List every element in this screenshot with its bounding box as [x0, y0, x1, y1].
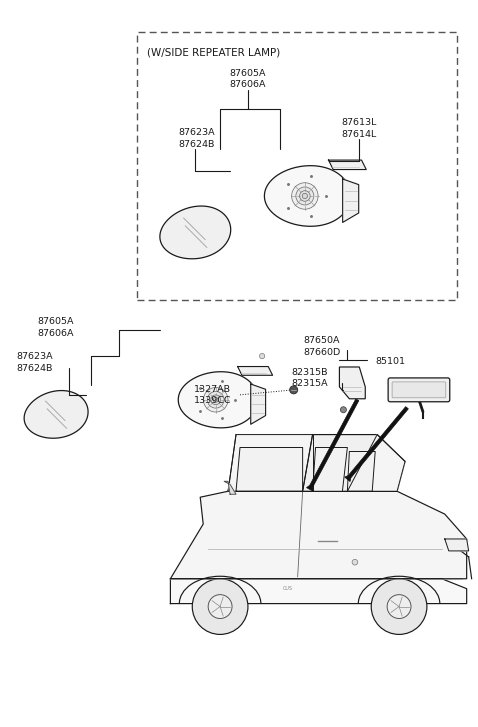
Text: 87605A
87606A: 87605A 87606A — [230, 69, 266, 89]
Circle shape — [207, 391, 224, 408]
Polygon shape — [313, 448, 348, 491]
Polygon shape — [251, 384, 266, 425]
Text: 87623A
87624B: 87623A 87624B — [178, 129, 215, 149]
Polygon shape — [170, 579, 467, 603]
Text: 85101: 85101 — [375, 357, 405, 366]
Circle shape — [296, 187, 314, 205]
Text: 82315B
82315A: 82315B 82315A — [292, 368, 328, 388]
Polygon shape — [345, 406, 408, 481]
Polygon shape — [228, 435, 405, 491]
Circle shape — [204, 387, 228, 412]
Circle shape — [208, 595, 232, 619]
Polygon shape — [343, 179, 358, 222]
Circle shape — [302, 193, 307, 198]
Text: 87650A
87660D: 87650A 87660D — [304, 336, 341, 357]
Circle shape — [260, 353, 265, 358]
Polygon shape — [264, 166, 350, 226]
Circle shape — [211, 395, 221, 405]
Text: 1327AB
1339CC: 1327AB 1339CC — [194, 385, 232, 406]
Polygon shape — [306, 399, 359, 491]
Circle shape — [292, 182, 318, 209]
Polygon shape — [445, 539, 468, 551]
FancyBboxPatch shape — [388, 378, 450, 402]
Polygon shape — [236, 448, 303, 491]
Polygon shape — [328, 160, 366, 169]
Circle shape — [300, 190, 310, 201]
Circle shape — [213, 398, 218, 402]
Circle shape — [192, 579, 248, 635]
Polygon shape — [160, 206, 231, 259]
Text: (W/SIDE REPEATER LAMP): (W/SIDE REPEATER LAMP) — [147, 48, 280, 58]
FancyBboxPatch shape — [392, 382, 446, 398]
Circle shape — [387, 595, 411, 619]
Circle shape — [352, 559, 358, 565]
Circle shape — [340, 406, 347, 413]
Polygon shape — [348, 451, 375, 491]
Polygon shape — [178, 371, 258, 428]
Text: 87623A
87624B: 87623A 87624B — [16, 352, 53, 372]
Text: 87605A
87606A: 87605A 87606A — [37, 317, 74, 338]
Bar — [137, 32, 456, 300]
Polygon shape — [348, 435, 405, 491]
Polygon shape — [228, 435, 313, 491]
Polygon shape — [24, 390, 88, 438]
Polygon shape — [170, 491, 467, 579]
Circle shape — [290, 386, 298, 394]
Polygon shape — [224, 481, 236, 494]
Text: 87613L
87614L: 87613L 87614L — [341, 119, 377, 139]
Polygon shape — [339, 367, 365, 399]
Polygon shape — [238, 366, 272, 375]
Text: CUS: CUS — [282, 586, 293, 591]
Circle shape — [371, 579, 427, 635]
